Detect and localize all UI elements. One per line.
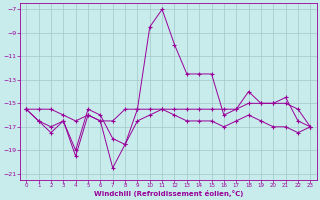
X-axis label: Windchill (Refroidissement éolien,°C): Windchill (Refroidissement éolien,°C) [94,190,243,197]
